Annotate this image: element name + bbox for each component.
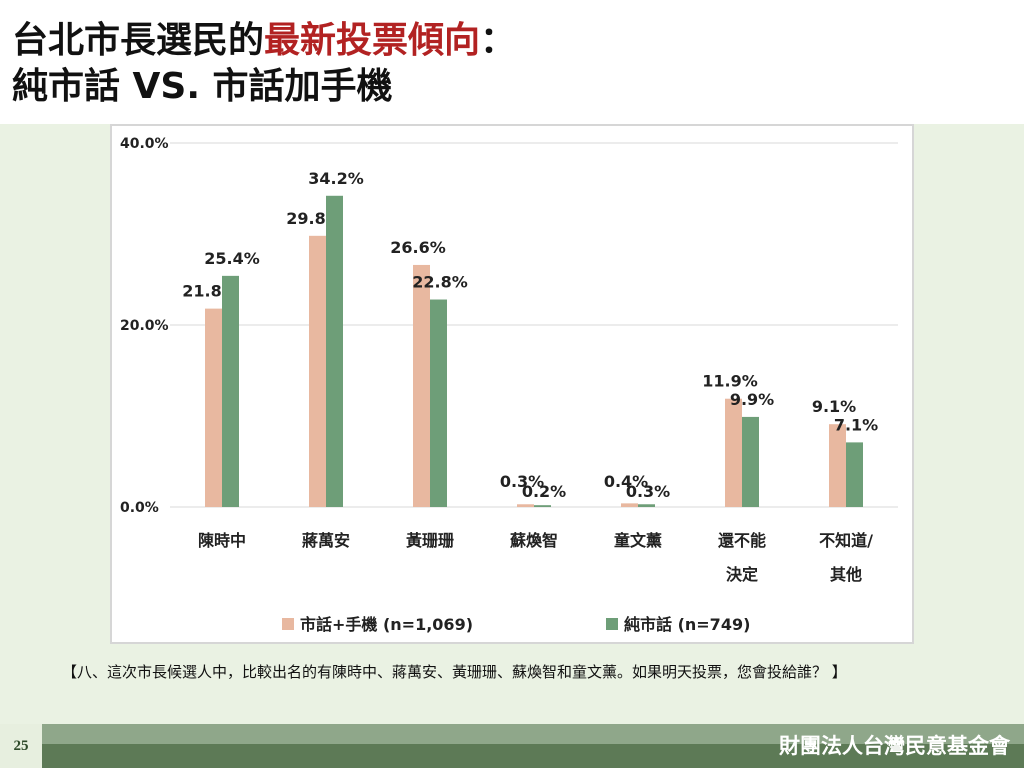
legend-swatch bbox=[282, 618, 294, 630]
bar bbox=[742, 416, 759, 507]
category-label: 決定 bbox=[726, 565, 758, 584]
category-label: 還不能 bbox=[718, 531, 766, 550]
bar bbox=[846, 442, 863, 507]
data-label: 0.4% bbox=[604, 472, 648, 491]
category-label: 蘇煥智 bbox=[509, 531, 558, 550]
legend-swatch bbox=[606, 618, 618, 630]
category-label: 其他 bbox=[830, 565, 862, 584]
category-label: 陳時中 bbox=[198, 531, 246, 550]
bar bbox=[621, 503, 638, 507]
legend-label: 純市話 (n=749) bbox=[624, 615, 750, 634]
category-label: 童文薰 bbox=[614, 531, 662, 550]
bar bbox=[638, 504, 655, 507]
y-tick-label: 40.0% bbox=[120, 136, 169, 152]
category-label: 蔣萬安 bbox=[302, 531, 350, 550]
data-label: 0.2% bbox=[522, 482, 566, 501]
data-label: 26.6% bbox=[390, 238, 446, 257]
data-label: 9.1% bbox=[812, 397, 856, 416]
title-line-1: 台北市長選民的最新投票傾向： bbox=[12, 20, 517, 61]
data-label: 0.3% bbox=[500, 472, 544, 491]
bar bbox=[829, 424, 846, 507]
bar bbox=[534, 505, 551, 507]
title-highlight: 最新投票傾向 bbox=[264, 20, 481, 61]
data-label: 9.9% bbox=[730, 390, 774, 409]
data-label: 11.9% bbox=[702, 372, 758, 391]
footer-band bbox=[0, 724, 1024, 744]
data-label: 0.3% bbox=[626, 482, 670, 501]
category-label: 黃珊珊 bbox=[405, 531, 454, 550]
legend-label: 市話+手機 (n=1,069) bbox=[300, 615, 473, 634]
bar bbox=[725, 398, 742, 507]
bar bbox=[326, 195, 343, 507]
data-label: 22.8% bbox=[412, 273, 468, 292]
organization-name: 財團法人台灣民意基金會 bbox=[779, 734, 1010, 758]
title-line-2: 純市話 VS. 市話加手機 bbox=[12, 66, 393, 107]
bar bbox=[517, 504, 534, 507]
y-tick-label: 0.0% bbox=[120, 500, 159, 516]
bar-chart: 0.0%20.0%40.0%21.8%25.4%陳時中29.8%34.2%蔣萬安… bbox=[120, 136, 898, 634]
data-label: 25.4% bbox=[204, 249, 260, 268]
y-tick-label: 20.0% bbox=[120, 318, 169, 334]
chart-frame: 0.0% 20.0% 40.0% 21.8% 25.4% 陳時中 29.8% 34.2% 蔣萬安… bbox=[110, 124, 914, 644]
survey-question-note: 【八、這次市長候選人中，比較出名的有陳時中、蔣萬安、黃珊珊、蘇煥智和童文薰。如果… bbox=[62, 663, 847, 681]
category-label: 不知道/ bbox=[819, 531, 873, 550]
bar bbox=[413, 264, 430, 507]
bar bbox=[430, 299, 447, 507]
bar bbox=[309, 235, 326, 507]
bar bbox=[222, 275, 239, 507]
data-label: 7.1% bbox=[834, 415, 878, 434]
page-title: 台北市長選民的最新投票傾向： 純市話 VS. 市話加手機 bbox=[12, 18, 516, 110]
data-label: 34.2% bbox=[308, 169, 364, 188]
page-number: 25 bbox=[0, 724, 42, 768]
bar bbox=[205, 308, 222, 507]
